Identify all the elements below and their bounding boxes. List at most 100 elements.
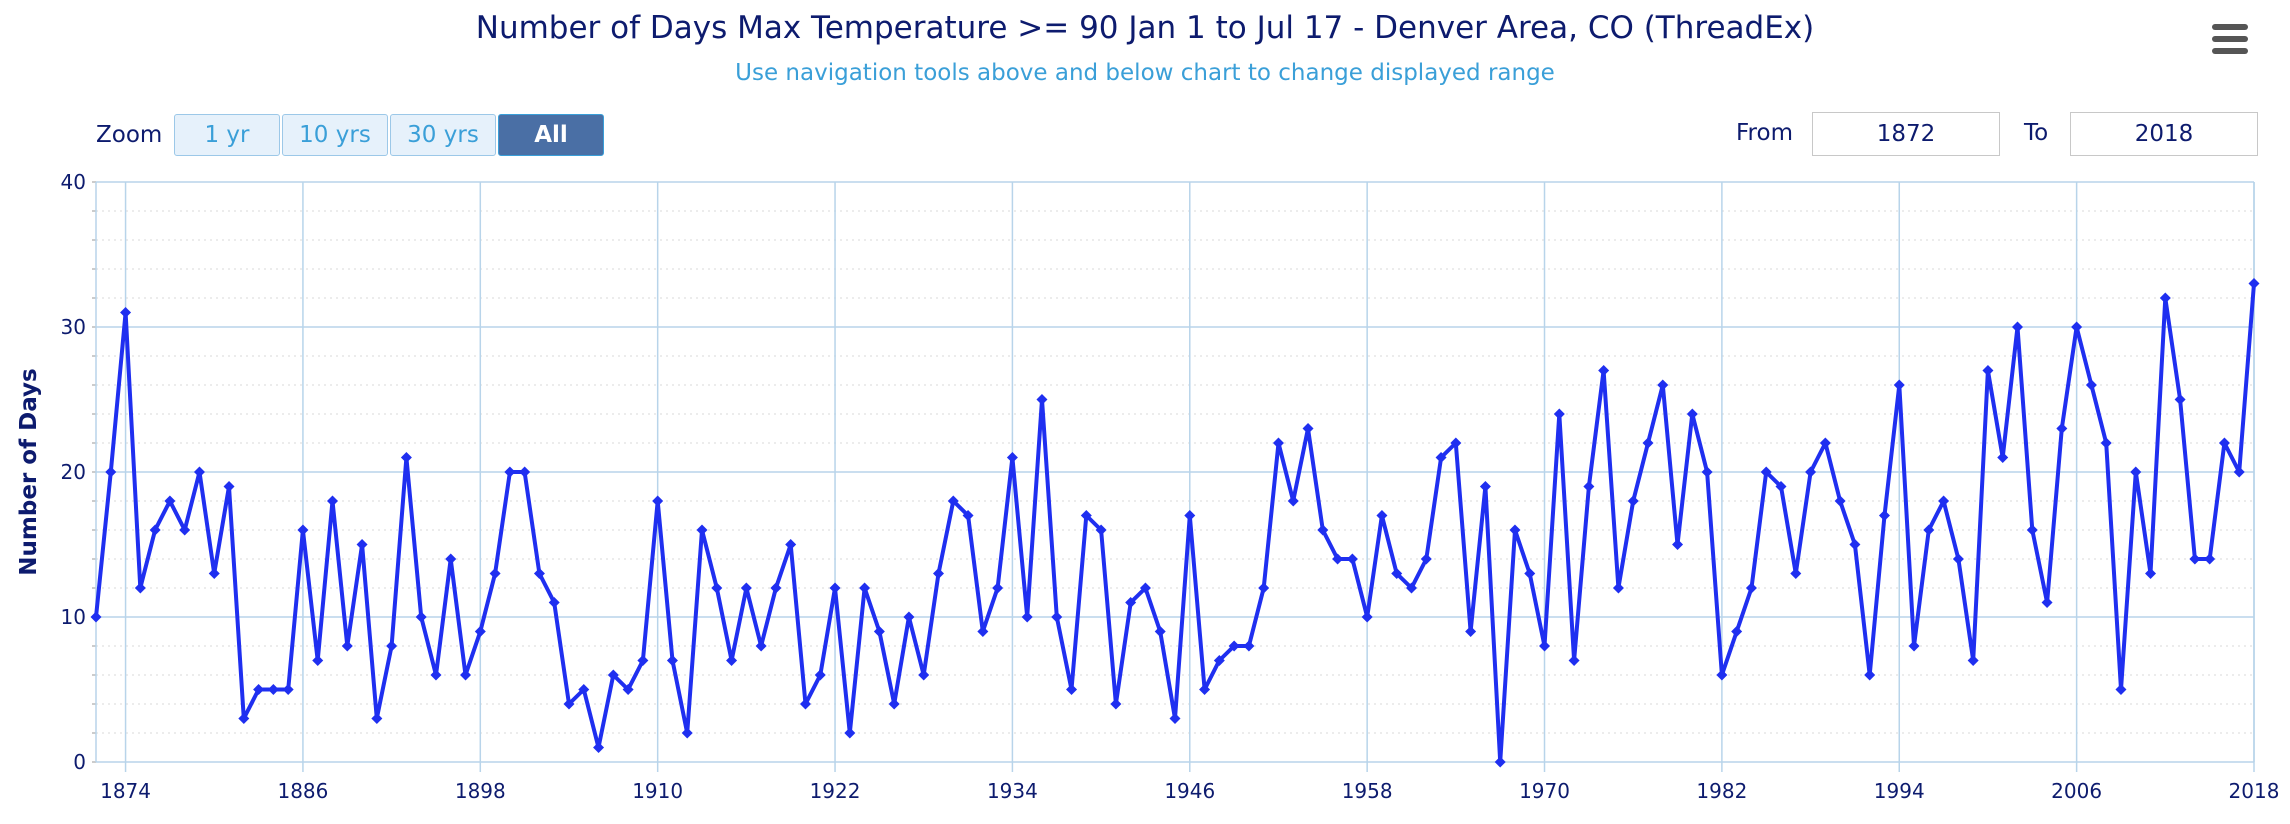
data-point [888,698,900,710]
x-tick-label: 1898 [455,779,506,803]
data-point [1332,553,1344,565]
y-tick-label: 20 [61,460,86,484]
data-point [1612,582,1624,594]
x-tick-label: 1982 [1696,779,1747,803]
data-point [903,611,915,623]
data-point [1465,626,1477,637]
data-point [164,495,176,507]
data-point [1908,640,1920,652]
data-point [918,669,930,681]
data-point [1479,481,1491,492]
data-point [1139,582,1151,594]
data-point [2041,597,2053,608]
data-point [1420,553,1432,565]
data-point [90,611,102,623]
data-point [533,568,545,579]
data-point [1051,611,1063,623]
chart-title: Number of Days Max Temperature >= 90 Jan… [475,10,1815,46]
zoom-all-button[interactable]: All [498,114,604,156]
data-point [2115,684,2127,695]
data-point [1539,640,1551,652]
from-label: From [1736,120,1793,146]
data-point [386,640,398,652]
data-point [430,669,442,681]
data-point [2145,568,2157,579]
data-point [1258,582,1270,594]
to-label: To [2024,120,2049,146]
data-point [1494,756,1506,768]
data-point [1346,553,1358,565]
data-point [105,466,117,478]
data-point [962,510,974,521]
data-point [1376,510,1388,521]
data-point [1642,437,1654,449]
zoom-10yrs-button[interactable]: 10 yrs [282,114,388,156]
menu-icon[interactable] [2210,24,2250,58]
x-tick-label: 1970 [1519,779,1570,803]
data-point [859,582,871,594]
data-point [1228,640,1240,652]
y-tick-label: 10 [61,605,86,629]
data-point [607,669,619,681]
chart-subtitle: Use navigation tools above and below cha… [735,60,1555,86]
data-point [2189,553,2201,565]
data-point [2130,466,2142,478]
from-input[interactable] [1812,112,2000,156]
data-point [1967,655,1979,666]
data-point [1080,510,1092,521]
data-point [1361,611,1373,623]
data-point [504,466,516,478]
data-point [297,524,309,536]
data-point [238,713,250,724]
data-point [1184,510,1196,521]
data-point [253,684,265,695]
data-point [267,684,279,695]
data-point [1878,510,1890,521]
data-point [2100,437,2112,449]
data-point [740,582,752,594]
data-point [341,640,353,652]
data-point [1923,524,1935,536]
data-point [1125,597,1137,608]
data-point [371,713,383,724]
zoom-30yrs-button[interactable]: 30 yrs [390,114,496,156]
data-point [637,655,649,666]
data-point [2071,321,2083,333]
data-point [799,698,811,710]
data-point [445,553,457,565]
data-point [1952,553,1964,565]
data-point [992,582,1004,594]
data-point [326,495,338,507]
data-point [1982,365,1994,376]
data-point [1154,626,1166,637]
x-tick-label: 1958 [1342,779,1393,803]
data-point [1006,452,1018,463]
data-point [1435,452,1447,463]
data-point [755,640,767,652]
data-point [1169,713,1181,724]
data-point [578,684,590,695]
series-line [94,283,2256,764]
zoom-1yr-button[interactable]: 1 yr [174,114,280,156]
data-point [1657,379,1669,391]
data-point [179,524,191,536]
data-point [460,669,472,681]
data-point [1731,626,1743,637]
to-input[interactable] [2070,112,2258,156]
data-point [666,655,678,666]
data-point [1272,437,1284,449]
data-point [1686,408,1698,420]
data-point [2233,466,2245,478]
data-point [548,597,560,608]
data-point [1524,568,1536,579]
data-point [2085,379,2097,391]
data-point [282,684,294,695]
data-point [1568,655,1580,666]
data-point [1716,669,1728,681]
data-point [1213,655,1225,666]
data-point [1110,698,1122,710]
x-tick-label: 1874 [100,779,151,803]
data-point [1598,365,1610,376]
data-point [1066,684,1078,695]
